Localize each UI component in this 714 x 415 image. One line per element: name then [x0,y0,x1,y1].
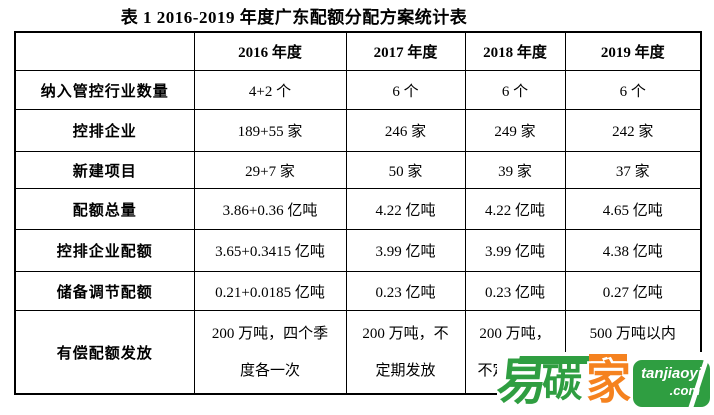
value-cell: 4.38 亿吨 [564,229,702,272]
row-label: 控排企业配额 [14,229,195,272]
table-row: 配额总量 3.86+0.36 亿吨 4.22 亿吨 4.22 亿吨 4.65 亿… [14,188,702,230]
row-label: 新建项目 [14,151,195,189]
value-cell: 0.21+0.0185 亿吨 [193,271,347,311]
logo-site-name: tanjiaoyi [641,365,702,382]
row-label: 纳入管控行业数量 [14,70,195,110]
value-cell: 6 个 [564,70,702,110]
value-cell: 246 家 [345,109,466,152]
value-cell: 242 家 [564,109,702,152]
table-row: 纳入管控行业数量 4+2 个 6 个 6 个 6 个 [14,70,702,110]
row-label: 控排企业 [14,109,195,152]
value-cell: 200 万吨，四个季度各一次 [193,310,347,395]
value-cell: 3.65+0.3415 亿吨 [193,229,347,272]
row-label: 有偿配额发放 [14,310,195,395]
value-cell: 6 个 [345,70,466,110]
value-cell: 0.27 亿吨 [564,271,702,311]
header-cell-2017: 2017 年度 [345,31,466,71]
header-cell-2019: 2019 年度 [564,31,702,71]
header-cell-empty [14,31,195,71]
value-cell: 0.23 亿吨 [345,271,466,311]
value-cell: 6 个 [464,70,566,110]
value-cell: 50 家 [345,151,466,189]
table-row: 新建项目 29+7 家 50 家 39 家 37 家 [14,151,702,189]
header-cell-2016: 2016 年度 [193,31,347,71]
value-cell: 3.99 亿吨 [345,229,466,272]
value-cell: 4.65 亿吨 [564,188,702,230]
value-cell: 39 家 [464,151,566,189]
row-label: 配额总量 [14,188,195,230]
value-cell: 0.23 亿吨 [464,271,566,311]
table-header-row: 2016 年度 2017 年度 2018 年度 2019 年度 [14,31,702,71]
value-cell: 249 家 [464,109,566,152]
logo-char-jia: 家 [586,356,632,409]
value-cell: 3.99 亿吨 [464,229,566,272]
table-row: 储备调节配额 0.21+0.0185 亿吨 0.23 亿吨 0.23 亿吨 0.… [14,271,702,311]
page-title: 表 1 2016-2019 年度广东配额分配方案统计表 [120,8,468,27]
value-cell: 4.22 亿吨 [464,188,566,230]
value-cell: 29+7 家 [193,151,347,189]
value-cell: 189+55 家 [193,109,347,152]
value-cell: 200 万吨，不定期发放 [345,310,466,395]
row-label: 储备调节配额 [14,271,195,311]
value-cell: 3.86+0.36 亿吨 [193,188,347,230]
value-cell: 4.22 亿吨 [345,188,466,230]
value-cell: 4+2 个 [193,70,347,110]
logo-orange-block [589,354,627,372]
header-cell-2018: 2018 年度 [464,31,566,71]
quota-allocation-table: 2016 年度 2017 年度 2018 年度 2019 年度 纳入管控行业数量… [14,31,702,395]
tanjiaoyi-watermark-logo: 易 碳 家 tanjiaoyi .com [497,352,714,415]
table-row: 控排企业 189+55 家 246 家 249 家 242 家 [14,109,702,152]
value-cell: 37 家 [564,151,702,189]
table-row: 控排企业配额 3.65+0.3415 亿吨 3.99 亿吨 3.99 亿吨 4.… [14,229,702,272]
logo-char-tan: 碳 [542,359,582,406]
